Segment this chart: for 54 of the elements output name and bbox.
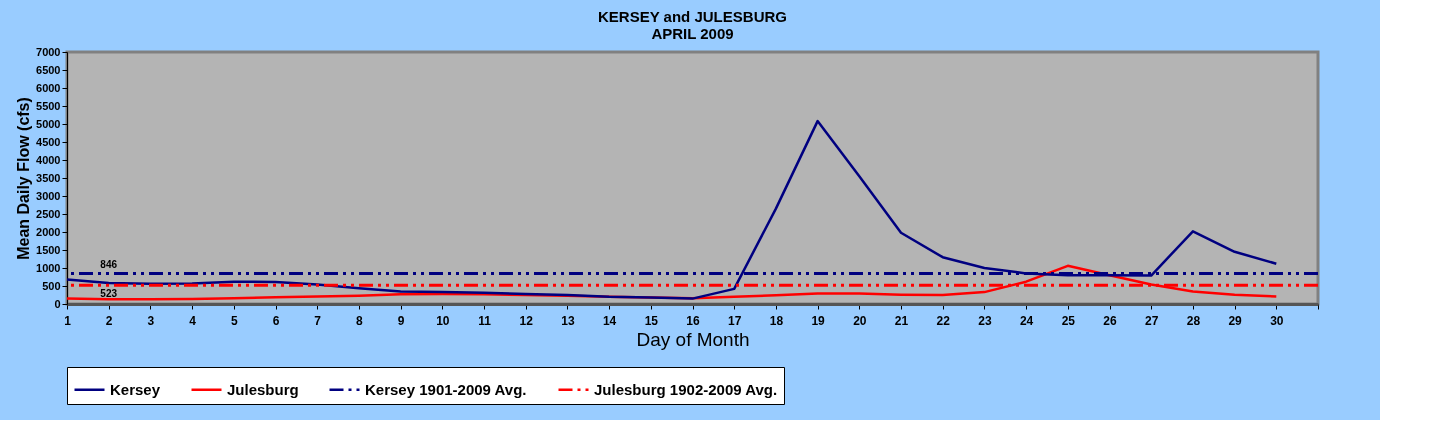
x-tick-label: 21 <box>894 313 909 328</box>
legend-label: Julesburg 1902-2009 Avg. <box>594 380 778 398</box>
y-tick-label: 2000 <box>36 225 61 238</box>
x-tick-label: 1 <box>64 313 72 328</box>
y-tick-label: 5500 <box>36 99 61 112</box>
x-tick-label: 26 <box>1103 313 1117 328</box>
x-tick-label: 5 <box>230 313 238 328</box>
x-tick-label: 20 <box>853 313 867 328</box>
x-axis-title: Day of Month <box>636 328 750 350</box>
annotation: 523 <box>100 288 118 300</box>
y-tick-label: 7000 <box>36 45 61 58</box>
y-axis-title: Mean Daily Flow (cfs) <box>15 97 33 260</box>
x-tick-label: 27 <box>1145 313 1159 328</box>
legend-label: Kersey 1901-2009 Avg. <box>365 380 527 398</box>
x-tick-label: 2 <box>105 313 113 328</box>
x-tick-label: 6 <box>272 313 280 328</box>
x-tick-label: 23 <box>978 313 992 328</box>
x-tick-label: 8 <box>356 313 364 328</box>
x-tick-label: 9 <box>397 313 405 328</box>
x-tick-label: 4 <box>189 313 197 328</box>
x-tick-label: 7 <box>314 313 322 328</box>
y-tick-label: 3000 <box>36 189 61 202</box>
x-tick-label: 28 <box>1186 313 1201 328</box>
x-tick-label: 22 <box>936 313 951 328</box>
x-tick-label: 24 <box>1019 313 1034 328</box>
x-tick-label: 17 <box>728 313 742 328</box>
y-tick-label: 6500 <box>36 63 61 76</box>
y-tick-label: 2500 <box>36 207 61 220</box>
y-tick-label: 0 <box>54 297 61 310</box>
x-tick-label: 16 <box>686 313 700 328</box>
y-tick-label: 6000 <box>36 81 61 94</box>
y-tick-label: 500 <box>42 279 61 292</box>
y-tick-label: 4000 <box>36 153 61 166</box>
x-tick-label: 15 <box>644 313 659 328</box>
x-tick-label: 25 <box>1061 313 1076 328</box>
annotation: 846 <box>100 258 118 270</box>
y-tick-label: 3500 <box>36 171 61 184</box>
x-tick-label: 18 <box>769 313 784 328</box>
x-tick-label: 13 <box>561 313 575 328</box>
legend-label: Julesburg <box>227 380 299 398</box>
chart-title: KERSEY and JULESBURG APRIL 2009 <box>598 8 787 42</box>
x-tick-label: 30 <box>1270 313 1284 328</box>
x-tick-label: 11 <box>478 313 492 328</box>
y-tick-label: 5000 <box>36 117 61 130</box>
x-tick-label: 10 <box>436 313 450 328</box>
x-tick-label: 12 <box>519 313 534 328</box>
x-tick-label: 3 <box>147 313 155 328</box>
y-tick-label: 4500 <box>36 135 61 148</box>
y-tick-label: 1000 <box>36 261 61 274</box>
y-tick-label: 1500 <box>36 243 61 256</box>
x-tick-label: 14 <box>602 313 617 328</box>
x-tick-label: 29 <box>1228 313 1243 328</box>
legend-label: Kersey <box>110 380 161 398</box>
x-tick-label: 19 <box>811 313 826 328</box>
